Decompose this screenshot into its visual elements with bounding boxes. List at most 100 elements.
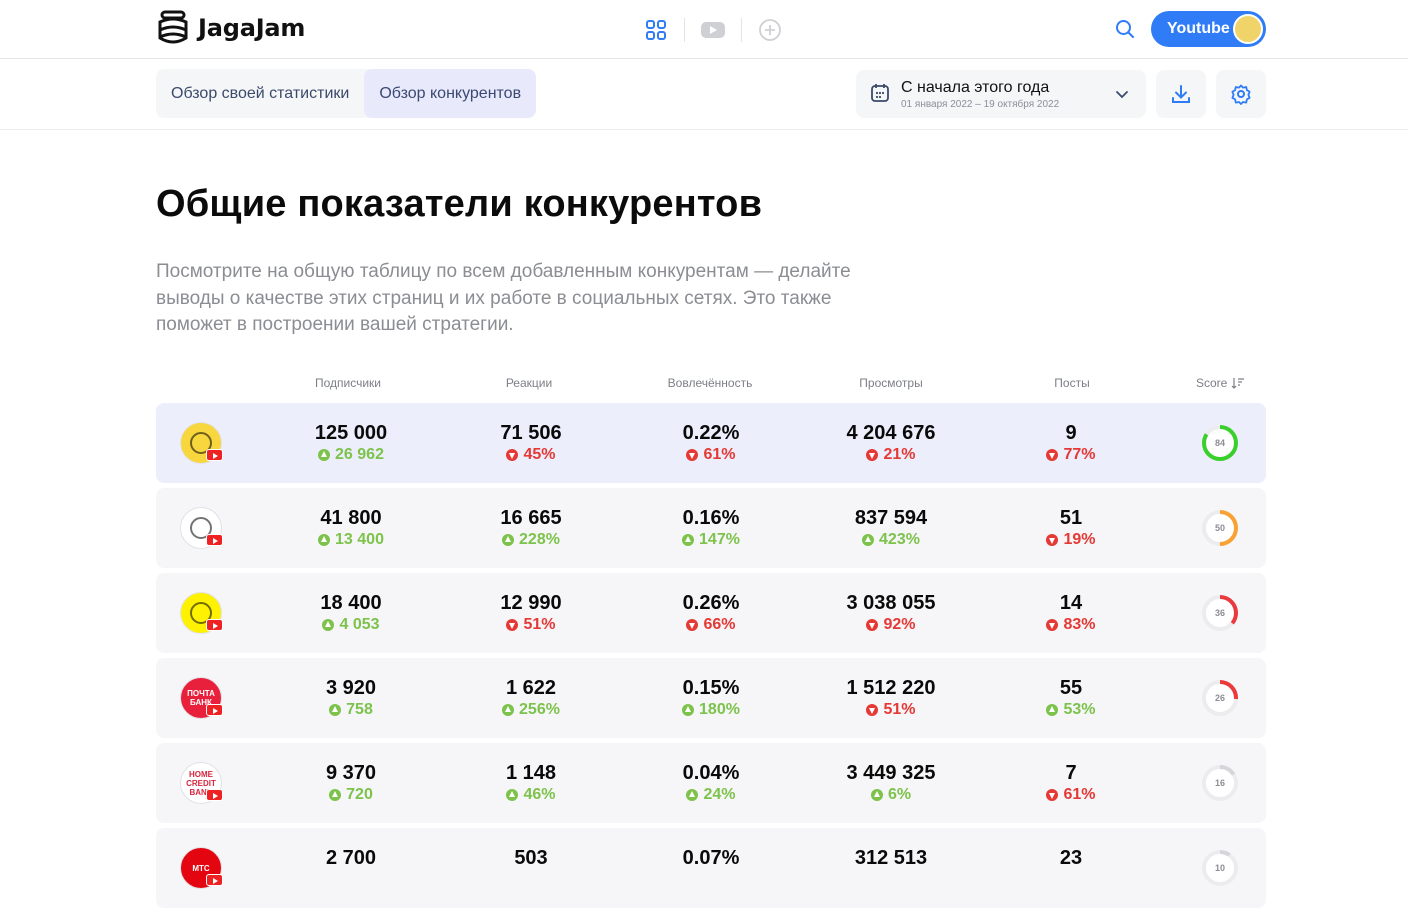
date-range-picker[interactable]: С начала этого года 01 января 2022 – 19 … xyxy=(856,70,1146,118)
score-gauge: 10 xyxy=(1200,848,1240,888)
logo-text: МТС xyxy=(192,863,210,873)
delta-value: 51% xyxy=(523,616,556,633)
delta-value: 4 053 xyxy=(339,616,380,633)
delta-value: 45% xyxy=(523,446,556,463)
metric-value: 125 000 xyxy=(314,422,388,444)
arrow-down-icon xyxy=(1046,789,1059,801)
delta-value: 423% xyxy=(879,531,920,548)
cell-posts: 23 xyxy=(991,847,1151,869)
cell-reactions: 1 148 46% xyxy=(451,762,611,806)
delta-value: 147% xyxy=(699,531,740,548)
table-row[interactable]: 125 000 26 962 71 506 45% 0.22% 61% 4 204 676 2… xyxy=(156,403,1266,483)
metric-delta: 758 xyxy=(271,699,431,721)
metric-delta: 46% xyxy=(451,784,611,806)
delta-value: 13 400 xyxy=(335,531,384,548)
metric-value: 2 700 xyxy=(325,847,377,869)
youtube-badge-icon xyxy=(206,619,223,631)
table-row[interactable]: МТС 2 700 503 0.07% 312 513 23 10 xyxy=(156,828,1266,908)
metric-delta: 423% xyxy=(811,529,971,551)
table-row[interactable]: 41 800 13 400 16 665 228% 0.16% 147% 837 594 42… xyxy=(156,488,1266,568)
arrow-down-icon xyxy=(686,619,699,631)
tab-own-stats[interactable]: Обзор своей статистики xyxy=(171,84,350,102)
delta-value: 61% xyxy=(1063,786,1096,803)
cell-posts: 7 61% xyxy=(991,762,1151,806)
delta-value: 256% xyxy=(519,701,560,718)
score-value: 84 xyxy=(1214,438,1225,448)
dashboard-grid-icon[interactable] xyxy=(640,14,672,46)
metric-delta: 180% xyxy=(631,699,791,721)
arrow-up-icon xyxy=(862,534,875,546)
cell-reactions: 71 506 45% xyxy=(451,422,611,466)
page-title: Общие показатели конкурентов xyxy=(156,183,763,225)
delta-value: 6% xyxy=(887,786,912,803)
metric-value: 1 622 xyxy=(505,677,557,699)
app-logo[interactable]: JagaJam xyxy=(156,10,305,46)
cell-views: 1 512 220 51% xyxy=(811,677,971,721)
download-button[interactable] xyxy=(1156,70,1206,118)
metric-value: 9 xyxy=(1065,422,1077,444)
tab-competitors[interactable]: Обзор конкурентов xyxy=(364,69,537,118)
add-circle-icon[interactable] xyxy=(754,14,786,46)
cell-views: 312 513 xyxy=(811,847,971,869)
score-arc xyxy=(1202,510,1238,546)
score-value: 16 xyxy=(1214,778,1225,788)
column-header-reactions[interactable]: Реакции xyxy=(505,376,553,390)
delta-value: 66% xyxy=(703,616,736,633)
metric-delta: 720 xyxy=(271,784,431,806)
score-value: 10 xyxy=(1214,863,1225,873)
cell-views: 837 594 423% xyxy=(811,507,971,551)
emblem-shape xyxy=(190,517,212,539)
delta-value: 758 xyxy=(346,701,373,718)
home-credit-logo: HOME CREDIT BANK xyxy=(180,762,222,804)
metric-value: 23 xyxy=(1059,847,1083,869)
score-arc xyxy=(1202,850,1238,886)
network-label: Youtube xyxy=(1167,20,1230,37)
sub-bar: Обзор своей статистики Обзор конкурентов… xyxy=(0,59,1408,130)
column-header-subscribers[interactable]: Подписчики xyxy=(314,376,381,390)
cell-engagement: 0.07% xyxy=(631,847,791,869)
metric-delta: 53% xyxy=(991,699,1151,721)
arrow-down-icon xyxy=(506,619,519,631)
metric-value: 1 512 220 xyxy=(846,677,936,699)
metric-value: 0.26% xyxy=(682,592,740,614)
metric-delta: 19% xyxy=(991,529,1151,551)
cell-engagement: 0.04% 24% xyxy=(631,762,791,806)
settings-button[interactable] xyxy=(1216,70,1266,118)
sort-desc-icon xyxy=(1231,378,1245,389)
column-header-posts[interactable]: Посты xyxy=(1054,376,1090,390)
arrow-down-icon xyxy=(866,449,879,461)
arrow-up-icon xyxy=(506,789,519,801)
table-row[interactable]: 18 400 4 053 12 990 51% 0.26% 66% 3 038 055 92%… xyxy=(156,573,1266,653)
metric-value: 0.04% xyxy=(682,762,740,784)
table-row[interactable]: HOME CREDIT BANK 9 370 720 1 148 46% 0.04% 24%… xyxy=(156,743,1266,823)
metric-delta: 21% xyxy=(811,444,971,466)
cell-engagement: 0.16% 147% xyxy=(631,507,791,551)
metric-delta: 61% xyxy=(631,444,791,466)
metric-value: 4 204 676 xyxy=(846,422,936,444)
column-header-engagement[interactable]: Вовлечённость xyxy=(667,376,753,390)
column-header-score[interactable]: Score xyxy=(1196,376,1245,390)
metric-value: 41 800 xyxy=(320,507,382,529)
metric-value: 14 xyxy=(1059,592,1083,614)
youtube-badge-icon xyxy=(206,789,223,801)
arrow-down-icon xyxy=(1046,619,1059,631)
youtube-badge-icon xyxy=(206,874,223,886)
youtube-icon[interactable] xyxy=(697,14,729,46)
search-icon[interactable] xyxy=(1110,14,1140,44)
delta-value: 46% xyxy=(523,786,556,803)
metric-delta: 256% xyxy=(451,699,611,721)
metric-delta: 228% xyxy=(451,529,611,551)
metric-value: 16 665 xyxy=(500,507,562,529)
delta-value: 61% xyxy=(703,446,736,463)
column-header-views[interactable]: Просмотры xyxy=(859,376,923,390)
network-account-button[interactable]: Youtube xyxy=(1151,11,1266,47)
delta-value: 228% xyxy=(519,531,560,548)
score-value: 50 xyxy=(1214,523,1225,533)
table-row[interactable]: ПОЧТА БАНК 3 920 758 1 622 256% 0.15% 180% 1 51… xyxy=(156,658,1266,738)
chevron-down-icon xyxy=(1116,91,1128,99)
metric-value: 837 594 xyxy=(854,507,928,529)
cell-reactions: 503 xyxy=(451,847,611,869)
delta-value: 180% xyxy=(699,701,740,718)
metric-delta: 13 400 xyxy=(271,529,431,551)
delta-value: 92% xyxy=(883,616,916,633)
